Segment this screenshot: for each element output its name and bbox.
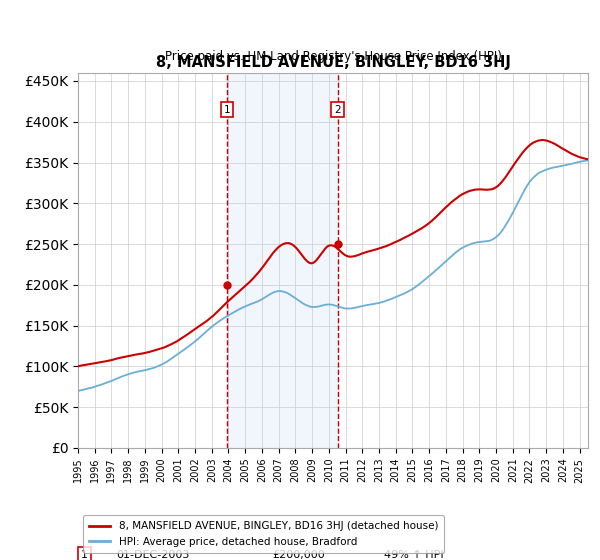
Text: 49% ↑ HPI: 49% ↑ HPI bbox=[384, 550, 443, 560]
Text: 01-DEC-2003: 01-DEC-2003 bbox=[116, 550, 190, 560]
Text: 1: 1 bbox=[224, 105, 230, 114]
Text: 1: 1 bbox=[80, 550, 88, 560]
Text: Price paid vs. HM Land Registry's House Price Index (HPI): Price paid vs. HM Land Registry's House … bbox=[164, 50, 502, 63]
Text: £200,000: £200,000 bbox=[272, 550, 325, 560]
Title: 8, MANSFIELD AVENUE, BINGLEY, BD16 3HJ: 8, MANSFIELD AVENUE, BINGLEY, BD16 3HJ bbox=[155, 55, 511, 70]
Bar bbox=[227, 73, 338, 448]
Legend: 8, MANSFIELD AVENUE, BINGLEY, BD16 3HJ (detached house), HPI: Average price, det: 8, MANSFIELD AVENUE, BINGLEY, BD16 3HJ (… bbox=[83, 515, 445, 553]
Text: 2: 2 bbox=[334, 105, 341, 114]
